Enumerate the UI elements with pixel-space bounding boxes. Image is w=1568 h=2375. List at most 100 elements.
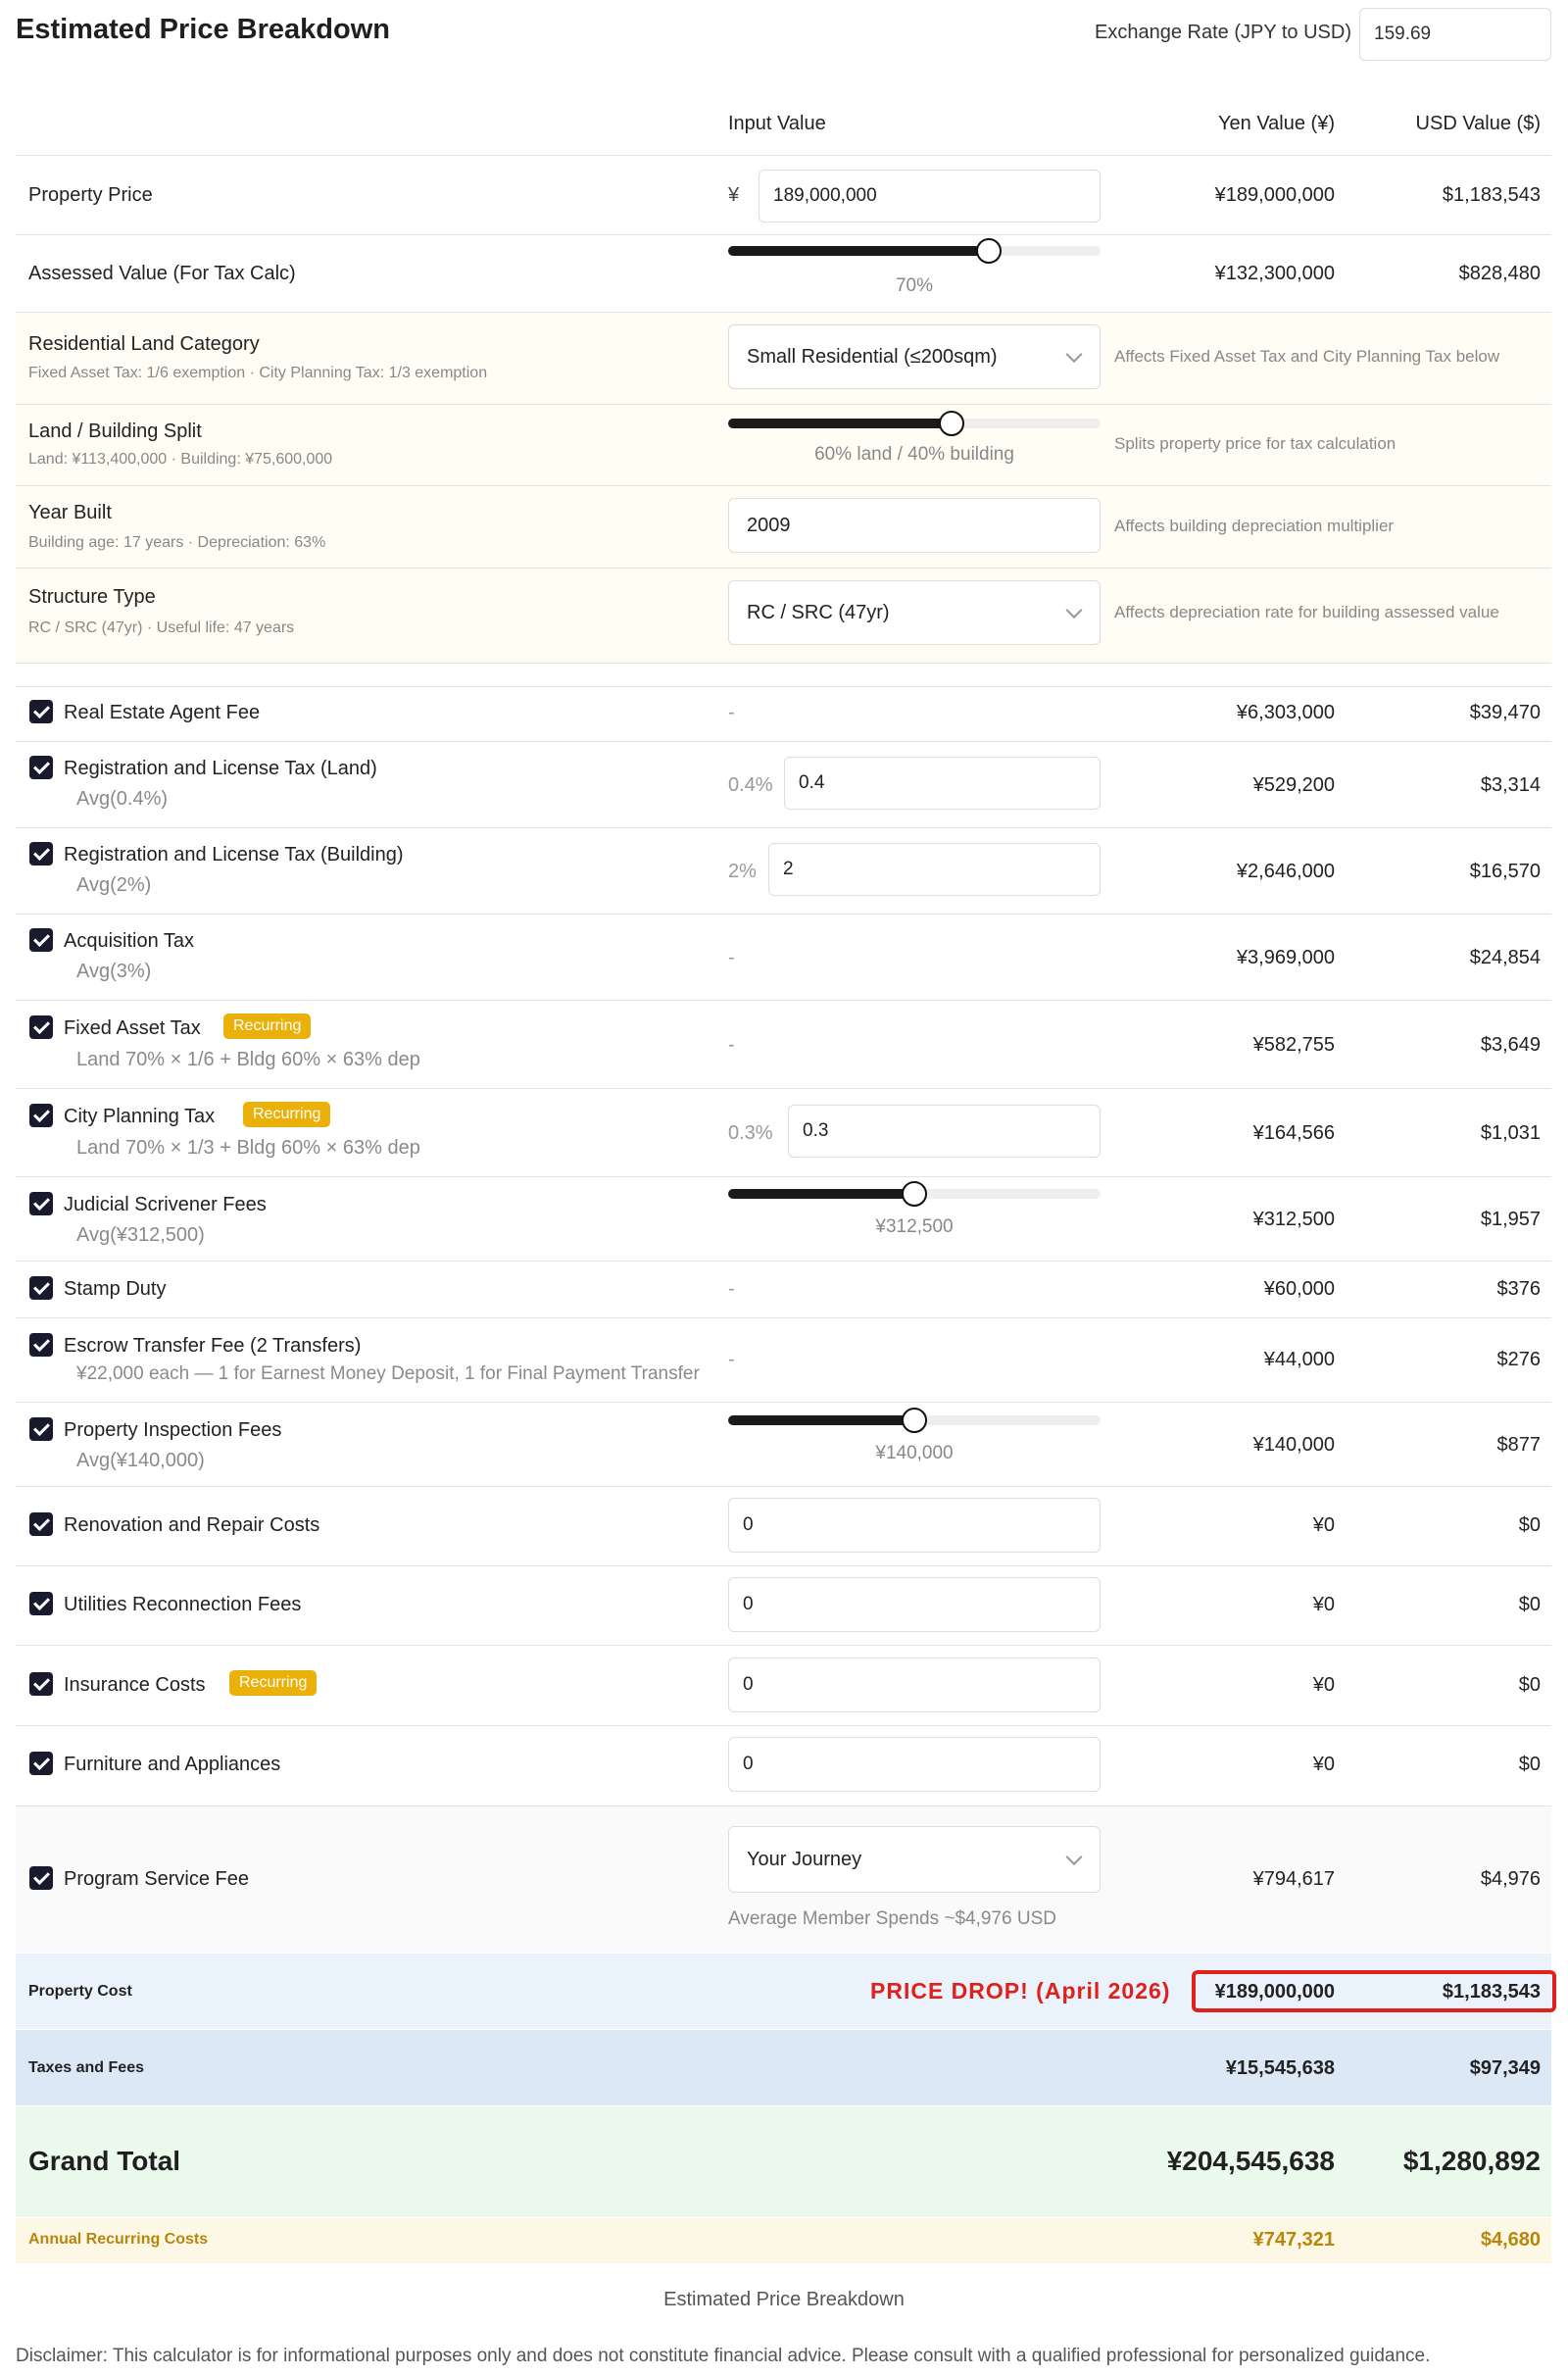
chevron-down-icon [1065, 1849, 1083, 1866]
fee-amount-input[interactable]: 0 [728, 1737, 1101, 1792]
fee-checkbox[interactable] [29, 1104, 53, 1127]
property-price-usd: $1,183,543 [1442, 184, 1541, 206]
footer-caption: Estimated Price Breakdown [663, 2289, 905, 2310]
fee-usd: $16,570 [1469, 861, 1541, 882]
fee-usd: $276 [1496, 1349, 1542, 1370]
structure-type-selected: RC / SRC (47yr) [747, 601, 890, 623]
fee-checkbox[interactable] [29, 700, 53, 723]
divider [16, 663, 1551, 664]
program-plan-select[interactable]: Your Journey [728, 1826, 1101, 1893]
property-price-label: Property Price [28, 184, 153, 206]
divider [16, 914, 1551, 915]
fee-usd: $1,031 [1480, 1122, 1541, 1144]
input-placeholder-dash: - [728, 1034, 735, 1056]
taxes-fees-yen: ¥15,545,638 [1225, 2057, 1335, 2079]
fee-yen: ¥0 [1312, 1514, 1335, 1536]
fee-usd: $3,649 [1480, 1034, 1541, 1056]
input-placeholder-dash: - [728, 947, 735, 968]
fee-rate-input[interactable]: 0.3 [788, 1105, 1101, 1158]
divider [16, 1176, 1551, 1177]
slider-fill [728, 1189, 914, 1199]
fee-rate: 0.3% [728, 1122, 773, 1144]
land-category-note: Affects Fixed Asset Tax and City Plannin… [1114, 347, 1500, 366]
fee-checkbox[interactable] [29, 1592, 53, 1615]
fee-usd: $0 [1518, 1514, 1541, 1536]
fee-usd: $0 [1518, 1754, 1541, 1775]
slider-thumb[interactable] [902, 1408, 927, 1433]
fee-checkbox[interactable] [29, 842, 53, 866]
fee-checkbox[interactable] [29, 928, 53, 952]
land-split-slider-label: 60% land / 40% building [814, 444, 1014, 465]
fee-yen: ¥140,000 [1252, 1434, 1335, 1456]
slider-thumb[interactable] [939, 411, 964, 436]
land-category-select[interactable]: Small Residential (≤200sqm) [728, 324, 1101, 389]
fee-rate-input[interactable]: 2 [768, 843, 1101, 896]
divider [16, 1565, 1551, 1566]
slider-thumb[interactable] [976, 238, 1002, 264]
column-header-usd: USD Value ($) [1415, 113, 1541, 134]
chevron-down-icon [1065, 602, 1083, 619]
land-split-note: Splits property price for tax calculatio… [1114, 434, 1396, 453]
fee-label: Registration and License Tax (Building) [64, 844, 404, 866]
taxes-fees-label: Taxes and Fees [28, 2059, 144, 2076]
recurring-badge: Recurring [243, 1102, 331, 1127]
structure-type-label: Structure Type [28, 586, 156, 608]
land-split-slider[interactable] [728, 419, 1101, 428]
property-cost-yen: ¥189,000,000 [1214, 1981, 1335, 2003]
fee-checkbox[interactable] [29, 1276, 53, 1300]
slider-thumb[interactable] [902, 1181, 927, 1207]
divider [16, 1088, 1551, 1089]
fee-checkbox[interactable] [29, 1192, 53, 1215]
fee-label: City Planning Tax [64, 1106, 216, 1127]
judicial-fee-slider-label: ¥312,500 [875, 1216, 954, 1237]
fee-yen: ¥582,755 [1252, 1034, 1335, 1056]
divider [16, 1000, 1551, 1001]
fee-checkbox[interactable] [29, 1512, 53, 1536]
fee-sub: ¥22,000 each — 1 for Earnest Money Depos… [76, 1363, 700, 1384]
fee-usd: $4,976 [1480, 1868, 1541, 1890]
property-price-input[interactable]: 189,000,000 [759, 170, 1101, 223]
year-built-input[interactable]: 2009 [728, 498, 1101, 553]
fee-usd: $39,470 [1469, 702, 1541, 723]
fee-amount-input[interactable]: 0 [728, 1658, 1101, 1712]
slider-fill [728, 1415, 914, 1425]
divider [16, 1261, 1551, 1262]
grand-total-label: Grand Total [28, 2146, 181, 2176]
fee-label: Acquisition Tax [64, 930, 195, 952]
structure-type-sub: RC / SRC (47yr) · Useful life: 47 years [28, 619, 295, 636]
fee-amount-input[interactable]: 0 [728, 1498, 1101, 1553]
chevron-down-icon [1065, 346, 1083, 364]
fee-amount-input[interactable]: 0 [728, 1577, 1101, 1632]
fee-checkbox[interactable] [29, 756, 53, 779]
annual-recurring-yen: ¥747,321 [1252, 2229, 1335, 2251]
assessed-value-yen: ¥132,300,000 [1214, 263, 1335, 284]
fee-checkbox[interactable] [29, 1333, 53, 1357]
assessed-value-slider[interactable] [728, 246, 1101, 256]
structure-type-select[interactable]: RC / SRC (47yr) [728, 580, 1101, 645]
land-category-sub: Fixed Asset Tax: 1/6 exemption · City Pl… [28, 365, 488, 381]
fee-label: Program Service Fee [64, 1868, 249, 1890]
recurring-badge: Recurring [229, 1670, 318, 1696]
divider [16, 686, 1551, 687]
fee-sub: Avg(0.4%) [76, 788, 169, 810]
grand-total-usd: $1,280,892 [1402, 2146, 1541, 2176]
fee-checkbox[interactable] [29, 1417, 53, 1441]
fee-checkbox[interactable] [29, 1866, 53, 1890]
year-built-sub: Building age: 17 years · Depreciation: 6… [28, 534, 326, 551]
taxes-fees-row [16, 2030, 1551, 2105]
fee-sub: Avg(¥140,000) [76, 1450, 205, 1471]
fee-checkbox[interactable] [29, 1672, 53, 1696]
fee-sub: Land 70% × 1/6 + Bldg 60% × 63% dep [76, 1049, 420, 1070]
column-header-input: Input Value [728, 113, 826, 134]
fee-checkbox[interactable] [29, 1752, 53, 1775]
exchange-rate-input[interactable] [1359, 8, 1551, 61]
fee-checkbox[interactable] [29, 1015, 53, 1039]
price-drop-highlight [1192, 1970, 1556, 2012]
fee-yen: ¥60,000 [1263, 1278, 1335, 1300]
grand-total-yen: ¥204,545,638 [1166, 2146, 1335, 2176]
inspection-fee-slider-label: ¥140,000 [875, 1443, 954, 1463]
fee-usd: $0 [1518, 1674, 1541, 1696]
fee-sub: Avg(¥312,500) [76, 1224, 205, 1246]
fee-rate-input[interactable]: 0.4 [784, 757, 1101, 810]
fee-label: Stamp Duty [64, 1278, 167, 1300]
